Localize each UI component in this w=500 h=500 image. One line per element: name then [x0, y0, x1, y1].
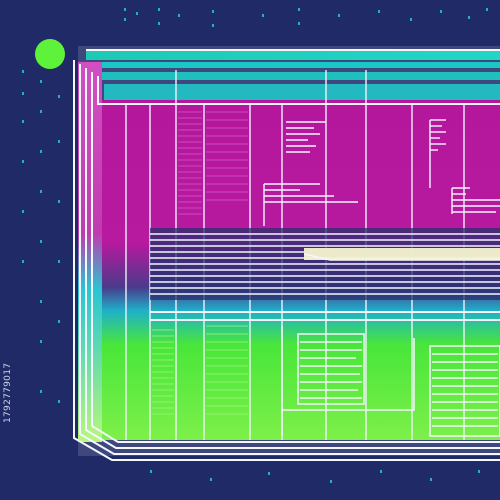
left-strip [78, 62, 102, 442]
green-hatching [152, 325, 248, 415]
frame-top-band-4 [104, 84, 500, 102]
green-text-blocks [281, 326, 500, 437]
dot-columns [22, 8, 492, 483]
middle-stripes [150, 228, 500, 321]
magenta-text-blocks [263, 119, 500, 226]
status-dot [35, 39, 65, 69]
stock-id-label: 1792779017 [3, 362, 13, 423]
frame-top-band-3 [100, 72, 500, 80]
magenta-hatching [178, 111, 248, 215]
frame-top-band-2 [96, 62, 500, 68]
frame-top-band [86, 50, 500, 60]
